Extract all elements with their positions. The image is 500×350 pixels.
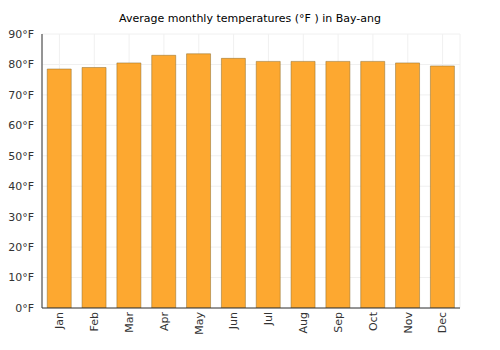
- svg-text:Jan: Jan: [53, 312, 66, 330]
- svg-text:Mar: Mar: [123, 312, 136, 333]
- svg-text:Jul: Jul: [262, 312, 275, 326]
- svg-text:Apr: Apr: [158, 312, 171, 332]
- svg-text:20°F: 20°F: [8, 241, 34, 254]
- svg-text:60°F: 60°F: [8, 119, 34, 132]
- svg-text:Aug: Aug: [297, 312, 310, 333]
- html-text:Average monthly temperatures (: Average monthly temperatures (°F ) in Ba…: [119, 12, 381, 25]
- svg-text:30°F: 30°F: [8, 211, 34, 224]
- svg-text:50°F: 50°F: [8, 150, 34, 163]
- svg-text:Jun: Jun: [227, 312, 240, 330]
- svg-text:Dec: Dec: [436, 312, 449, 333]
- svg-text:May: May: [193, 312, 206, 335]
- svg-text:40°F: 40°F: [8, 180, 34, 193]
- svg-text:10°F: 10°F: [8, 271, 34, 284]
- svg-text:Sep: Sep: [332, 312, 345, 333]
- svg-text:Oct: Oct: [367, 311, 380, 331]
- svg-text:80°F: 80°F: [8, 58, 34, 71]
- svg-text:90°F: 90°F: [8, 28, 34, 41]
- svg-text:Nov: Nov: [402, 312, 415, 334]
- svg-text:0°F: 0°F: [15, 302, 34, 315]
- svg-text:Feb: Feb: [88, 312, 101, 331]
- svg-text:70°F: 70°F: [8, 89, 34, 102]
